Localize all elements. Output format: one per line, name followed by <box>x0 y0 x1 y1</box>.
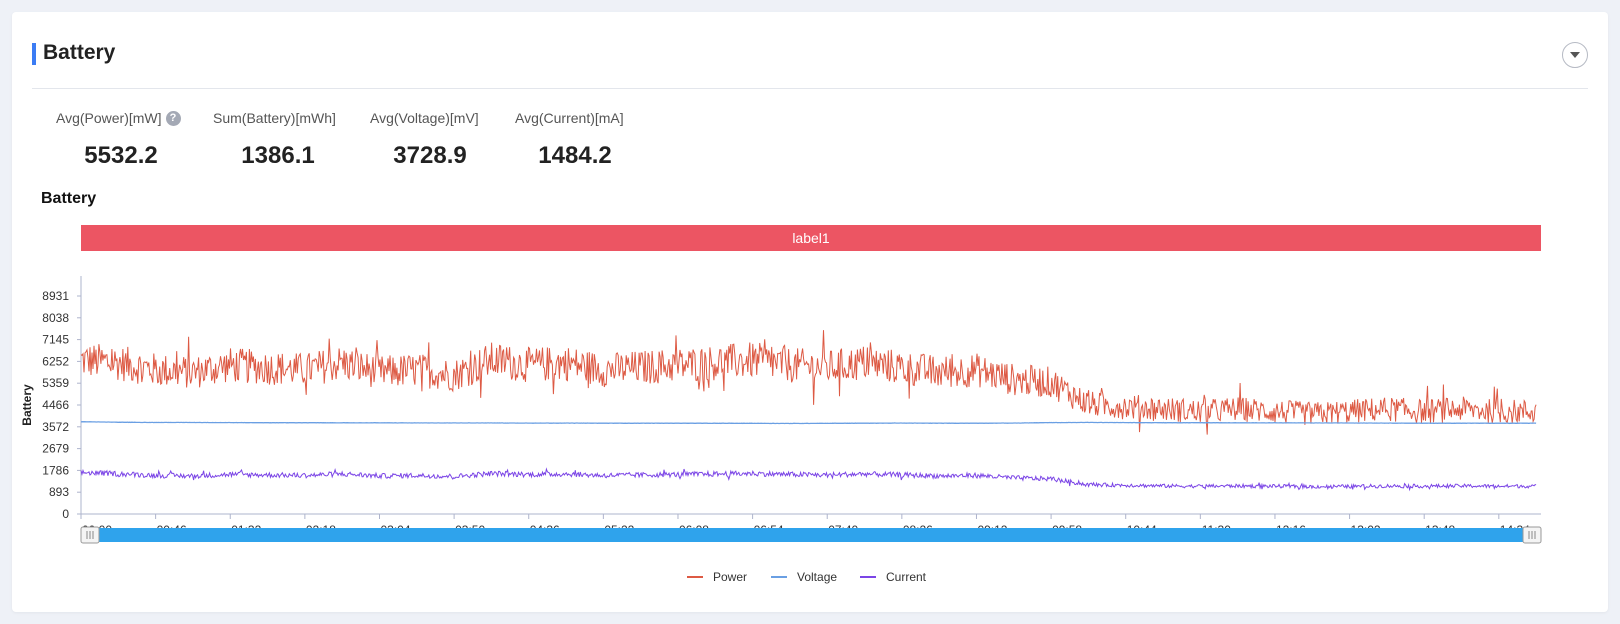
stat-label: Avg(Voltage)[mV] <box>370 110 479 126</box>
y-tick-label: 2679 <box>42 442 69 456</box>
y-tick-label: 4466 <box>42 398 69 412</box>
stat-avg-current: Avg(Current)[mA] 1484.2 <box>515 110 635 170</box>
panel-title: Battery <box>43 41 116 64</box>
stat-value: 1386.1 <box>241 142 315 169</box>
y-tick-label: 8931 <box>42 289 69 303</box>
stat-label: Avg(Power)[mW] <box>56 110 162 126</box>
y-tick-label: 8038 <box>42 311 69 325</box>
stat-avg-power: Avg(Power)[mW] ? 5532.2 <box>56 110 186 170</box>
chevron-down-icon[interactable] <box>1562 42 1588 68</box>
title-accent-bar <box>32 43 36 65</box>
y-axis-label: Battery <box>20 384 34 426</box>
y-tick-label: 1786 <box>42 463 69 477</box>
stat-label: Avg(Current)[mA] <box>515 110 624 126</box>
y-tick-label: 7145 <box>42 333 69 347</box>
series-line-voltage <box>81 421 1537 425</box>
stat-value: 5532.2 <box>84 142 158 169</box>
panel-header: Battery <box>32 30 1588 89</box>
legend-item-voltage[interactable]: Voltage <box>797 570 837 584</box>
stat-avg-voltage: Avg(Voltage)[mV] 3728.9 <box>370 110 490 170</box>
stat-label: Sum(Battery)[mWh] <box>213 110 336 126</box>
stat-value: 1484.2 <box>538 142 612 169</box>
label-band-text: label1 <box>792 230 830 246</box>
legend-item-power[interactable]: Power <box>713 570 747 584</box>
battery-panel: Battery Avg(Power)[mW] ? 5532.2 Sum(Batt… <box>12 12 1608 612</box>
y-tick-label: 5359 <box>42 376 69 390</box>
label-band <box>81 225 1541 251</box>
stat-sum-battery: Sum(Battery)[mWh] 1386.1 <box>213 110 343 170</box>
question-circle-icon[interactable]: ? <box>165 110 181 126</box>
stats-summary: Avg(Power)[mW] ? 5532.2 Sum(Battery)[mWh… <box>56 110 756 180</box>
legend-item-current[interactable]: Current <box>886 570 927 584</box>
y-tick-label: 3572 <box>42 420 69 434</box>
zoom-slider-track <box>82 528 1540 542</box>
y-tick-label: 6252 <box>42 354 69 368</box>
chart-section-title: Battery <box>41 190 97 207</box>
y-tick-label: 0 <box>62 507 69 521</box>
stat-value: 3728.9 <box>393 142 467 169</box>
y-tick-label: 893 <box>49 485 69 499</box>
series-line-power <box>80 330 1537 435</box>
series-line-current <box>80 467 1537 492</box>
